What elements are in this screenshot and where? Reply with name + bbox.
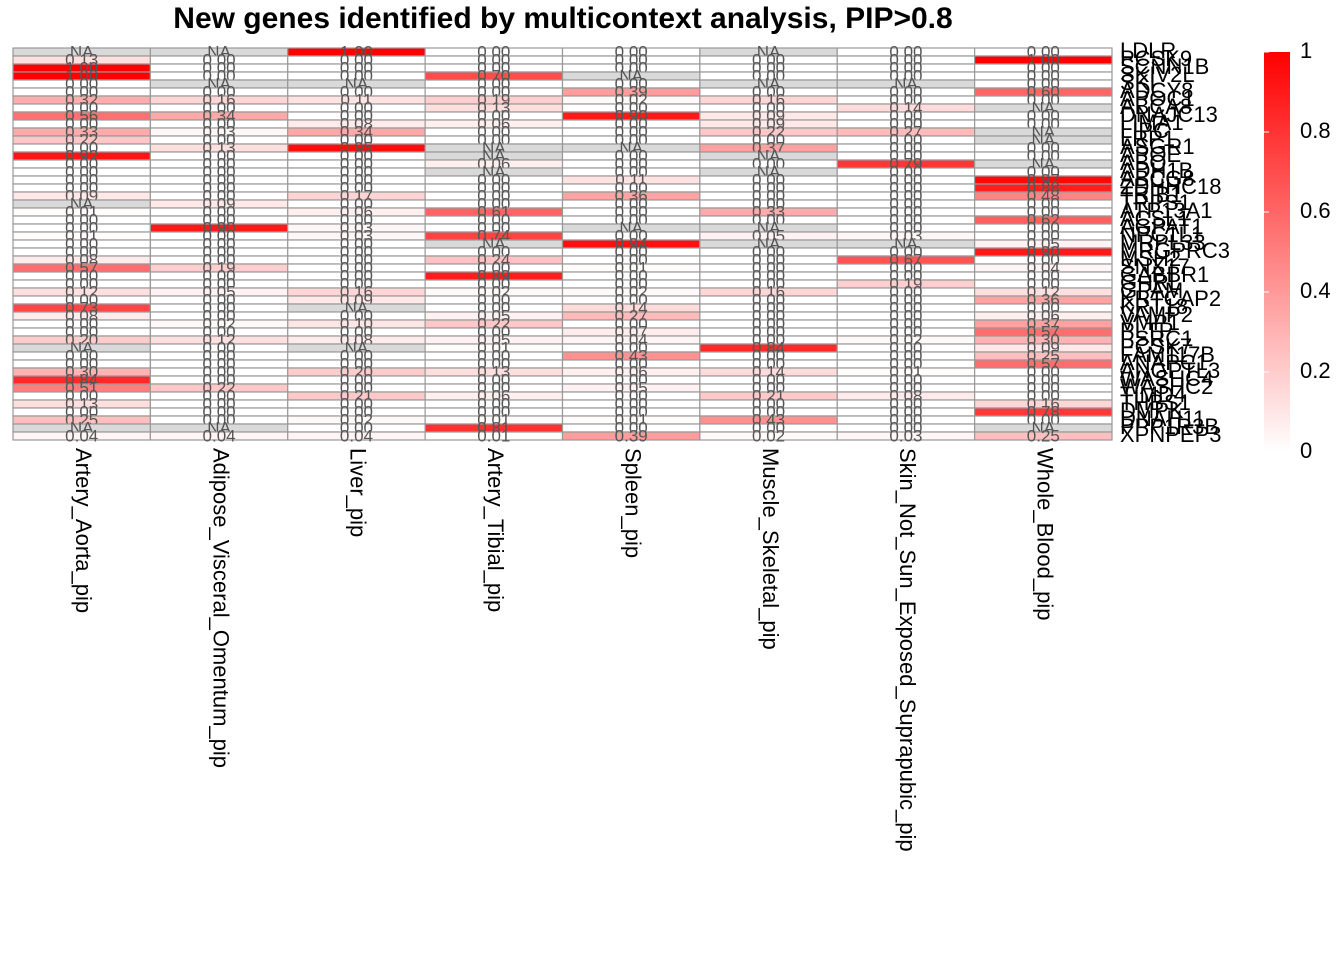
row-label: ANAPC1 — [1120, 350, 1208, 375]
row-label: LIPC — [1120, 118, 1169, 143]
row-label: WASHC2 — [1120, 374, 1213, 399]
column-label: Whole_Blood_pip — [1033, 448, 1058, 620]
row-label: MRPL33 — [1120, 230, 1206, 255]
colorbar-tick-label: 0.2 — [1300, 358, 1331, 383]
row-label: TRPS1 — [1120, 190, 1191, 215]
row-label: ANGPTL3 — [1120, 358, 1220, 383]
row-label: ABO — [1120, 150, 1166, 175]
row-label: FAM117B — [1120, 342, 1215, 367]
cell-label: 0.04 — [203, 426, 236, 445]
row-label: ZDHHC18 — [1120, 174, 1221, 199]
row-label: XPNPEP3 — [1120, 422, 1222, 447]
row-label: DNAJC13 — [1120, 102, 1218, 127]
row-label: GABBR1 — [1120, 262, 1209, 287]
row-label: MSH2 — [1120, 246, 1181, 271]
row-label: TRIB1 — [1120, 182, 1182, 207]
row-label: PSRC1 — [1120, 326, 1193, 351]
row-label: DNAH11 — [1120, 406, 1205, 431]
row-label: TIMD4 — [1120, 382, 1186, 407]
colorbar-tick-label: 0.8 — [1300, 118, 1331, 143]
row-label: KRT18 — [1120, 294, 1188, 319]
row-label: APOC1 — [1120, 86, 1195, 111]
row-label: ADCY8 — [1120, 78, 1193, 103]
column-label: Skin_Not_Sun_Exposed_Suprapubic_pip — [895, 448, 920, 852]
row-label: LIMA1 — [1120, 110, 1184, 135]
row-label: LRP1 — [1120, 126, 1175, 151]
row-label: AGPAT1 — [1120, 214, 1204, 239]
row-label: MRGPRC3 — [1120, 238, 1230, 263]
colorbar-tick-label: 0.6 — [1300, 198, 1331, 223]
column-label: Adipose_Visceral_Omentum_pip — [208, 448, 233, 768]
row-label: KRTCAP2 — [1120, 286, 1221, 311]
row-label: VAMP2 — [1120, 302, 1193, 327]
cell-label: 0.02 — [752, 426, 785, 445]
row-label: PPP1R3B — [1120, 414, 1219, 439]
column-label: Artery_Aorta_pip — [71, 448, 96, 613]
row-label: APOE — [1120, 142, 1181, 167]
cell-label: 0.25 — [1027, 426, 1060, 445]
column-label: Muscle_Skeletal_pip — [758, 448, 783, 650]
row-label: DMPK — [1120, 398, 1184, 423]
row-label: GPAM — [1120, 278, 1183, 303]
colorbar-tick-label: 0 — [1300, 438, 1312, 463]
row-label: SKIV2L — [1120, 62, 1195, 87]
column-label: Liver_pip — [346, 448, 371, 537]
row-label: SKI — [1120, 70, 1155, 95]
row-label: ADH1B — [1120, 158, 1193, 183]
column-label: Spleen_pip — [620, 448, 645, 558]
colorbar-tick-label: 1 — [1300, 38, 1312, 63]
row-label: LDLR — [1120, 38, 1176, 63]
row-label: ATP13A1 — [1120, 198, 1213, 223]
cell — [974, 431, 1113, 441]
row-label: GHRL — [1120, 270, 1181, 295]
row-label: PCSK7 — [1120, 334, 1192, 359]
row-label: SCNN1B — [1120, 54, 1209, 79]
row-label: SNX17 — [1120, 254, 1190, 279]
chart-title: New genes identified by multicontext ana… — [173, 2, 952, 35]
row-label: ASGR1 — [1120, 134, 1195, 159]
colorbar-tick-label: 0.4 — [1300, 278, 1331, 303]
row-label: THBS1 — [1120, 390, 1191, 415]
row-label: ABCA8 — [1120, 94, 1192, 119]
colorbar — [1264, 52, 1290, 452]
cell-label: 0.03 — [889, 426, 922, 445]
cell-label: 0.04 — [65, 426, 98, 445]
row-label: ACSL1 — [1120, 206, 1190, 231]
row-label: WASHC4 — [1120, 366, 1213, 391]
cell-label: 0.04 — [340, 426, 373, 445]
cell-label: 0.39 — [615, 426, 648, 445]
column-label: Artery_Tibial_pip — [483, 448, 508, 612]
row-label: PCSK9 — [1120, 46, 1192, 71]
row-label: VMP1 — [1120, 310, 1180, 335]
row-label: PLTP — [1120, 318, 1173, 343]
row-label: ABCG8 — [1120, 166, 1195, 191]
row-label: NPC1L1 — [1120, 222, 1203, 247]
cell-label: 0.01 — [477, 426, 510, 445]
